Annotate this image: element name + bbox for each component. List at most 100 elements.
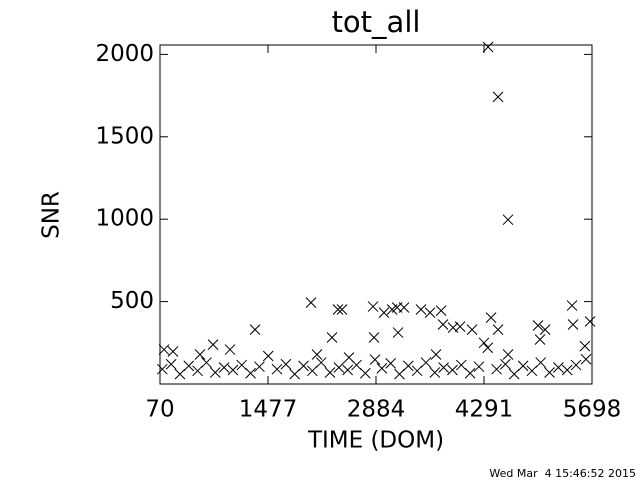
- point: [385, 358, 397, 369]
- point: [183, 360, 195, 372]
- point: [502, 214, 514, 226]
- point: [566, 300, 578, 311]
- point: [227, 364, 239, 376]
- point: [326, 332, 338, 343]
- point: [526, 365, 538, 377]
- point: [367, 301, 379, 312]
- x-tick-label: 4291: [455, 397, 514, 423]
- y-axis-label: SNR: [39, 191, 65, 239]
- point: [194, 349, 206, 360]
- point: [438, 362, 449, 373]
- point: [376, 362, 388, 374]
- point: [271, 363, 283, 375]
- point: [342, 364, 354, 376]
- point: [307, 365, 318, 377]
- point: [485, 312, 497, 323]
- point: [359, 367, 371, 379]
- point: [478, 337, 490, 349]
- point: [535, 357, 547, 368]
- point: [539, 324, 551, 335]
- point: [435, 305, 447, 317]
- point: [429, 367, 441, 378]
- y-tick-label: 1000: [95, 206, 154, 232]
- x-axis-label: TIME (DOM): [307, 428, 444, 454]
- point: [534, 334, 546, 345]
- point: [209, 367, 221, 378]
- point: [174, 368, 186, 380]
- point: [482, 342, 494, 354]
- point: [437, 319, 449, 330]
- point: [315, 357, 327, 368]
- point: [492, 324, 504, 335]
- point: [298, 360, 309, 372]
- point: [289, 368, 301, 380]
- point: [158, 344, 170, 355]
- point: [466, 324, 478, 335]
- point: [280, 358, 292, 370]
- point: [224, 344, 236, 355]
- point: [378, 307, 390, 318]
- point: [570, 359, 582, 371]
- point: [415, 304, 427, 315]
- point: [402, 360, 414, 372]
- point: [424, 307, 436, 318]
- point: [532, 320, 544, 331]
- point: [332, 304, 344, 315]
- point: [369, 354, 381, 365]
- x-tick-label: 1477: [239, 397, 298, 423]
- point: [454, 321, 466, 333]
- point: [368, 332, 380, 343]
- point: [500, 358, 511, 370]
- y-tick-label: 1500: [95, 123, 154, 149]
- timestamp: Wed Mar 4 15:46:52 2015: [489, 467, 636, 480]
- point: [502, 349, 514, 360]
- point: [492, 91, 504, 103]
- point: [411, 365, 423, 377]
- point: [305, 297, 317, 308]
- point: [333, 362, 345, 373]
- point: [420, 357, 432, 368]
- point: [580, 353, 592, 365]
- point: [165, 358, 177, 370]
- point: [398, 302, 410, 313]
- point: [218, 362, 230, 373]
- point: [192, 365, 203, 377]
- point: [245, 367, 256, 379]
- point: [249, 324, 261, 335]
- point: [473, 361, 485, 373]
- point: [482, 41, 494, 53]
- point: [236, 359, 248, 371]
- chart-title: tot_all: [332, 5, 421, 39]
- point: [430, 349, 442, 360]
- point: [579, 340, 591, 352]
- point: [447, 364, 458, 376]
- y-tick-label: 500: [110, 288, 154, 314]
- point: [201, 357, 212, 368]
- point: [351, 359, 362, 371]
- point: [517, 360, 529, 372]
- point: [491, 363, 502, 375]
- x-tick-label: 2884: [347, 397, 406, 423]
- point: [254, 361, 265, 373]
- point: [394, 368, 405, 380]
- point: [336, 304, 348, 315]
- point: [207, 339, 219, 350]
- point: [167, 346, 179, 357]
- point: [544, 367, 555, 378]
- point: [567, 319, 579, 330]
- point: [324, 367, 336, 378]
- y-tick-label: 2000: [95, 41, 154, 67]
- point: [262, 350, 274, 362]
- point: [455, 359, 467, 371]
- point: [156, 363, 168, 375]
- x-tick-label: 5698: [563, 397, 622, 423]
- point: [561, 364, 573, 376]
- point: [311, 349, 323, 360]
- point: [464, 367, 476, 379]
- point: [392, 327, 404, 338]
- point: [553, 362, 564, 373]
- x-tick-label: 70: [145, 397, 174, 423]
